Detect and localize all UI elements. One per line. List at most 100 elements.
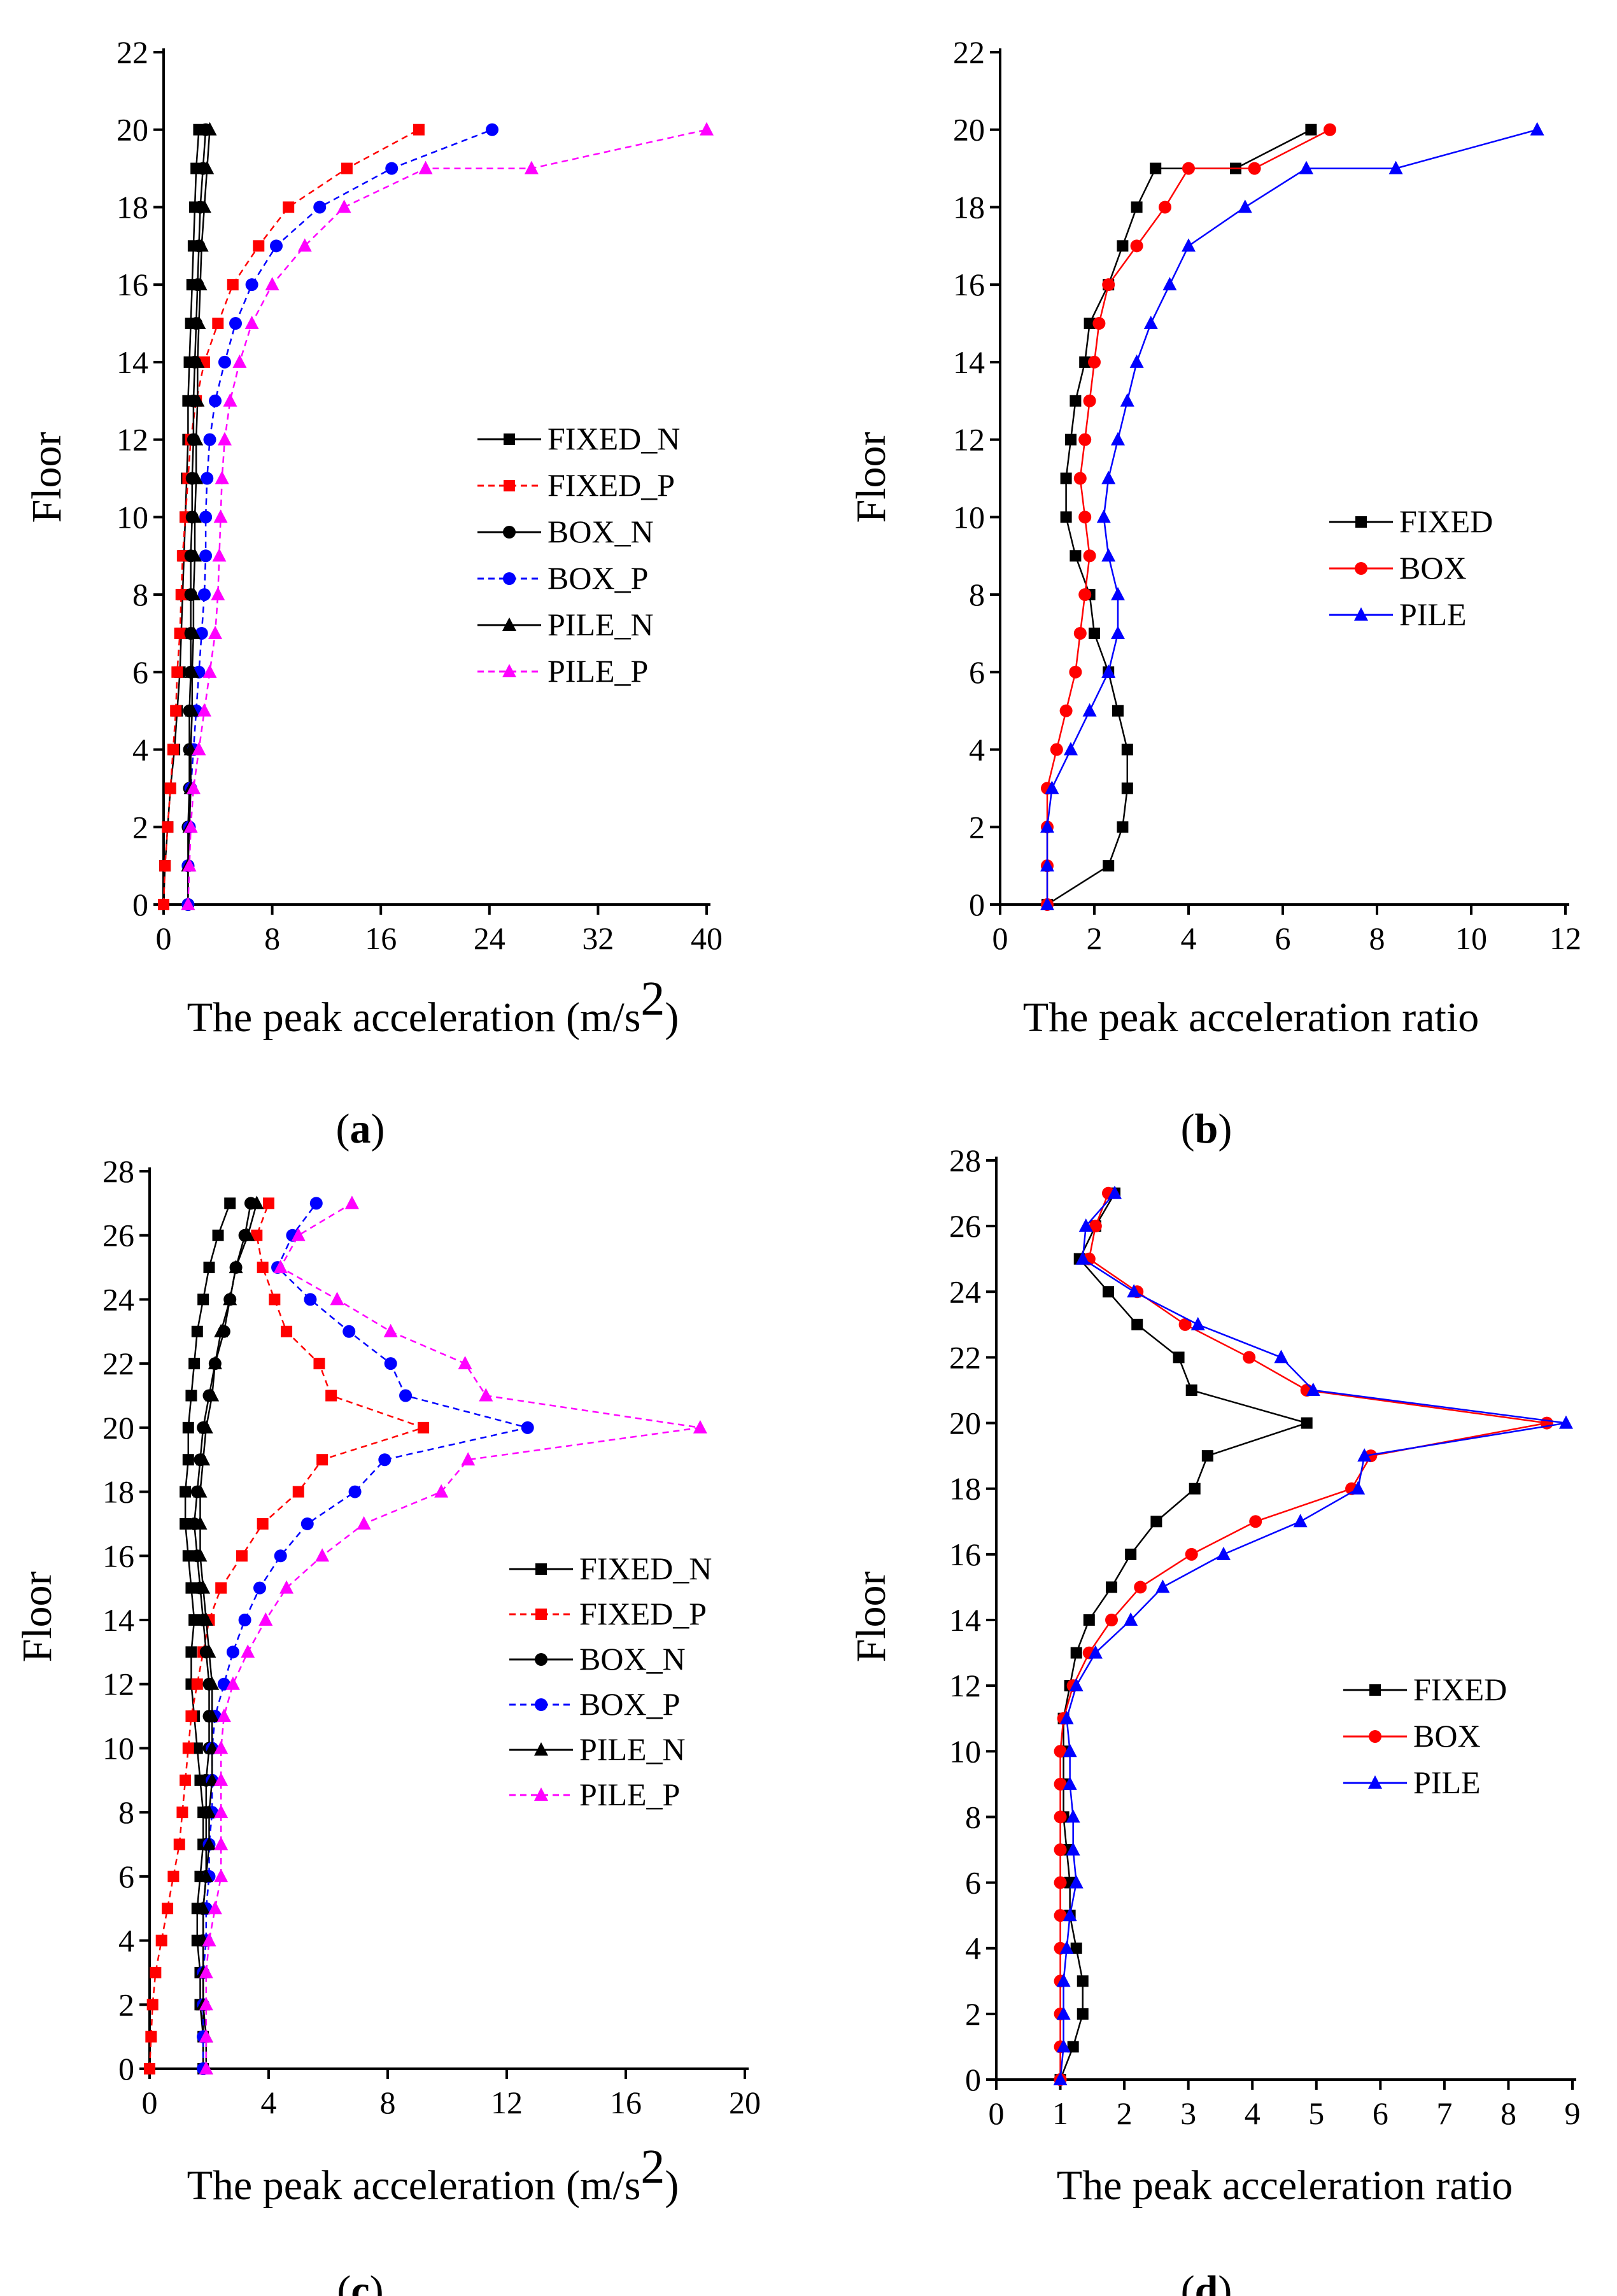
panel-label-letter: b — [1195, 1106, 1218, 1152]
data-point — [1189, 1483, 1201, 1495]
series-line — [1046, 129, 1537, 905]
legend-label: PILE — [1399, 596, 1467, 632]
legend-label: PILE_P — [579, 1777, 680, 1812]
data-point — [185, 703, 199, 717]
y-tick-label: 28 — [102, 1153, 134, 1189]
y-tick-label: 6 — [969, 654, 985, 690]
data-point — [486, 123, 499, 136]
legend-marker — [1369, 1730, 1381, 1743]
y-tick-label: 12 — [102, 1666, 134, 1702]
x-tick-label: 6 — [1373, 2095, 1388, 2131]
data-point — [304, 1293, 317, 1306]
data-point — [257, 1262, 269, 1274]
data-point — [188, 1358, 201, 1370]
data-point — [1150, 1516, 1162, 1528]
data-point — [245, 278, 258, 292]
data-point — [199, 1612, 213, 1626]
data-point — [214, 1805, 229, 1819]
data-point — [316, 1454, 328, 1466]
data-point — [150, 1966, 162, 1978]
y-tick-label: 22 — [117, 34, 148, 70]
data-point — [1056, 2006, 1071, 2020]
y-tick-label: 6 — [965, 1865, 981, 1901]
y-axis-title: Floor — [14, 1571, 60, 1662]
data-point — [1293, 1514, 1308, 1528]
series-line — [187, 129, 493, 905]
data-point — [144, 2063, 155, 2074]
data-point — [202, 1805, 216, 1819]
legend-marker — [535, 1563, 547, 1575]
x-tick-label: 3 — [1180, 2095, 1196, 2131]
data-point — [383, 1323, 398, 1337]
data-point — [1102, 1286, 1114, 1298]
data-point — [1111, 625, 1125, 639]
y-tick-label: 16 — [953, 267, 985, 302]
data-point — [190, 393, 205, 407]
data-point — [1173, 1351, 1185, 1363]
legend-label: BOX_P — [579, 1686, 680, 1722]
legend-label: PILE_N — [547, 607, 654, 642]
data-point — [180, 1518, 192, 1530]
y-tick-label: 20 — [117, 112, 148, 148]
data-point — [185, 664, 199, 678]
data-point — [223, 393, 237, 407]
data-point — [188, 509, 202, 523]
y-tick-label: 12 — [117, 422, 148, 458]
data-point — [190, 354, 205, 368]
data-point — [458, 1356, 472, 1370]
y-tick-label: 10 — [949, 1733, 981, 1769]
data-point — [1101, 664, 1116, 678]
data-point — [1178, 1318, 1192, 1331]
y-tick-label: 14 — [949, 1602, 981, 1638]
series-line — [1047, 129, 1311, 906]
data-point — [1054, 1909, 1067, 1922]
legend: FIXED_N FIXED_P BOX_N BOX_P PILE_N PILE_P — [477, 421, 680, 689]
y-tick-label: 10 — [953, 499, 985, 535]
data-point — [229, 317, 243, 330]
y-tick-label: 0 — [969, 887, 985, 922]
data-point — [1040, 897, 1054, 910]
legend-marker — [535, 1653, 547, 1666]
data-point — [418, 1421, 430, 1433]
data-point — [461, 1452, 476, 1466]
data-point — [521, 1421, 534, 1434]
series-line — [1059, 1192, 1310, 2080]
data-point — [162, 821, 174, 833]
x-tick-label: 16 — [610, 2085, 642, 2120]
y-tick-label: 16 — [949, 1537, 981, 1572]
data-point — [199, 2061, 213, 2074]
data-point — [1070, 1942, 1082, 1954]
y-tick-label: 18 — [949, 1471, 981, 1507]
data-point — [1078, 588, 1092, 602]
data-point — [196, 1452, 211, 1466]
x-axis-title-superscript: 2 — [640, 2140, 665, 2194]
series-box-p — [197, 1197, 534, 2075]
data-point — [181, 897, 195, 910]
legend: FIXED BOX PILE — [1329, 504, 1493, 632]
data-point — [1299, 160, 1313, 174]
data-point — [1060, 472, 1072, 484]
data-point — [205, 1740, 220, 1754]
x-tick-label: 0 — [989, 2095, 1005, 2131]
data-point — [1075, 1251, 1090, 1265]
data-point — [1117, 821, 1129, 833]
data-point — [180, 1774, 192, 1786]
data-point — [180, 1486, 192, 1498]
y-axis-title: Floor — [24, 432, 70, 523]
y-tick-label: 0 — [965, 2062, 981, 2097]
data-point — [208, 1356, 222, 1370]
data-point — [199, 1868, 213, 1882]
data-point — [188, 548, 202, 562]
legend-marker — [504, 433, 515, 445]
data-point — [283, 201, 295, 213]
data-point — [342, 1325, 356, 1338]
data-point — [1065, 433, 1077, 446]
x-axis-title-close: ) — [665, 2162, 679, 2209]
data-point — [203, 433, 216, 446]
series-pile-p — [181, 122, 714, 910]
legend-label: FIXED_P — [579, 1596, 707, 1631]
panel-label: (b) — [1181, 1106, 1232, 1152]
legend-marker — [1354, 607, 1368, 621]
data-point — [1040, 819, 1054, 833]
